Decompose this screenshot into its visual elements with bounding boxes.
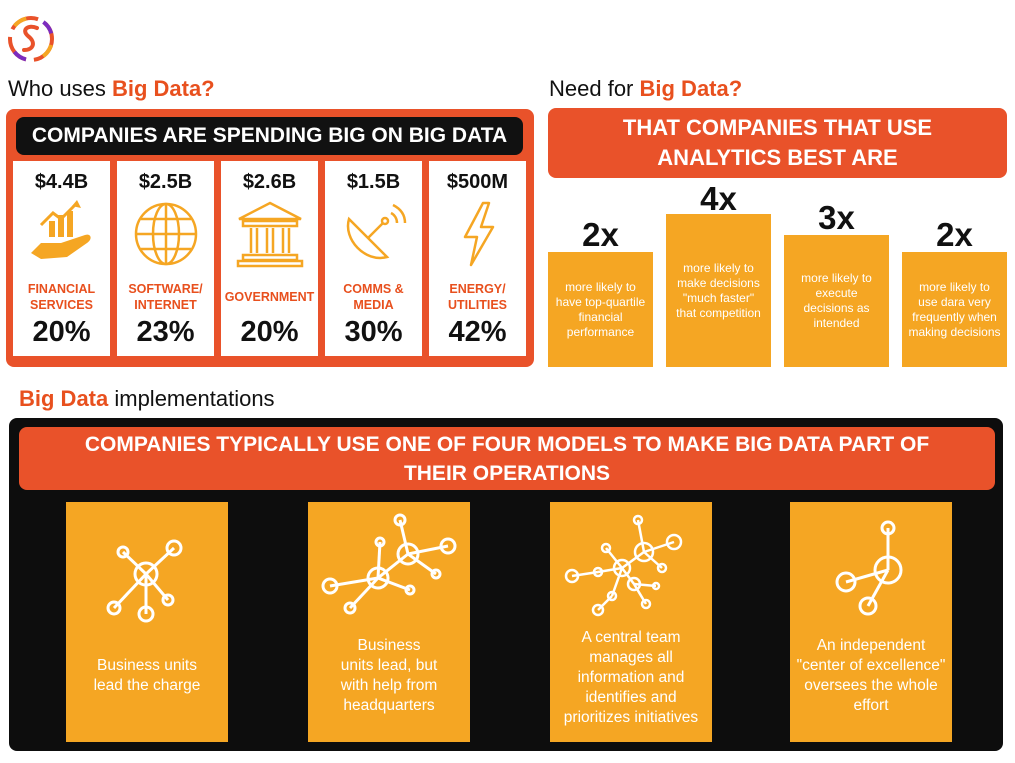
spend-amount: $2.6B <box>242 171 297 193</box>
heading-prefix: Need for <box>549 76 640 101</box>
implementations-heading: Big Data implementations <box>19 386 275 412</box>
network-nodes-icon <box>106 539 183 623</box>
complex-network-nodes-icon <box>564 514 683 617</box>
spend-percent: 23% <box>136 316 195 348</box>
lightning-bolt-icon <box>463 201 495 267</box>
spend-label: FINANCIAL SERVICES <box>27 282 96 312</box>
need-card: more likely to execute decisions as inte… <box>784 235 889 367</box>
heading-accent: Big Data? <box>111 76 215 101</box>
spend-percent: 20% <box>240 316 299 348</box>
spend-percent: 42% <box>448 316 507 348</box>
spending-panel: COMPANIES ARE SPENDING BIG ON BIG DATA $… <box>6 109 534 367</box>
spend-amount: $4.4B <box>34 171 89 193</box>
need-multiplier: 2x <box>936 216 973 253</box>
spend-card-comms: $1.5B COMMS & MEDIA 30% <box>325 161 422 356</box>
satellite-dish-icon <box>346 203 407 260</box>
need-for-heading: Need for Big Data? <box>549 76 742 102</box>
double-network-nodes-icon <box>321 513 457 615</box>
spend-card-energy: $500M ENERGY/ UTILITIES 42% <box>429 161 526 356</box>
model-card: A central team manages all information a… <box>550 502 712 742</box>
spend-label: ENERGY/ UTILITIES <box>447 282 508 312</box>
heading-prefix: Who uses <box>8 76 112 101</box>
simple-network-nodes-icon <box>835 520 903 616</box>
model-card: Business units lead the charge <box>66 502 228 742</box>
impl-banner-line2: THEIR OPERATIONS <box>403 461 611 485</box>
spend-amount: $1.5B <box>346 171 401 193</box>
need-card: more likely to use dara very frequently … <box>902 252 1007 367</box>
heading-suffix: implementations <box>108 386 275 411</box>
model-card: An independent "center of excellence" ov… <box>790 502 952 742</box>
need-card: more likely to have top-quartile financi… <box>548 252 653 367</box>
heading-accent: Big Data <box>19 386 109 411</box>
need-multiplier: 2x <box>582 216 619 253</box>
spend-card-financial: $4.4B FINANCIAL SERVICES 20% <box>13 161 110 356</box>
need-multiplier: 3x <box>818 199 855 236</box>
hand-growth-chart-icon <box>31 200 91 259</box>
globe-icon <box>134 202 198 266</box>
spending-title: COMPANIES ARE SPENDING BIG ON BIG DATA <box>16 117 523 155</box>
brand-logo-icon <box>8 16 54 62</box>
implementations-banner: COMPANIES TYPICALLY USE ONE OF FOUR MODE… <box>19 427 995 490</box>
who-uses-heading: Who uses Big Data? <box>8 76 215 102</box>
model-text: Business units lead, but with help from … <box>340 637 438 714</box>
spend-amount: $2.5B <box>138 171 193 193</box>
heading-accent: Big Data? <box>639 76 743 101</box>
spend-label: SOFTWARE/ INTERNET <box>128 282 203 312</box>
implementations-panel: COMPANIES TYPICALLY USE ONE OF FOUR MODE… <box>9 418 1003 751</box>
spend-percent: 30% <box>344 316 403 348</box>
spend-card-government: $2.6B GOVERNMENT 20% <box>221 161 318 356</box>
model-card: Business units lead, but with help from … <box>308 502 470 742</box>
government-building-icon <box>236 201 304 268</box>
impl-banner-line1: COMPANIES TYPICALLY USE ONE OF FOUR MODE… <box>84 432 930 456</box>
spend-amount: $500M <box>446 171 509 193</box>
need-banner-line2: ANALYTICS BEST ARE <box>657 145 898 170</box>
model-text: A central team manages all information a… <box>563 629 699 726</box>
need-banner-line1: THAT COMPANIES THAT USE <box>622 115 933 140</box>
spend-percent: 20% <box>32 316 91 348</box>
spend-card-software: $2.5B SOFTWARE/ INTERNET 23% <box>117 161 214 356</box>
spend-label: GOVERNMENT <box>224 290 315 304</box>
spend-label: COMMS & MEDIA <box>343 282 404 312</box>
model-text: An independent "center of excellence" ov… <box>796 637 946 714</box>
need-banner: THAT COMPANIES THAT USE ANALYTICS BEST A… <box>548 108 1007 178</box>
need-multiplier: 4x <box>700 180 737 217</box>
need-card: more likely to make decisions "much fast… <box>666 214 771 367</box>
model-text: Business units lead the charge <box>93 657 201 694</box>
